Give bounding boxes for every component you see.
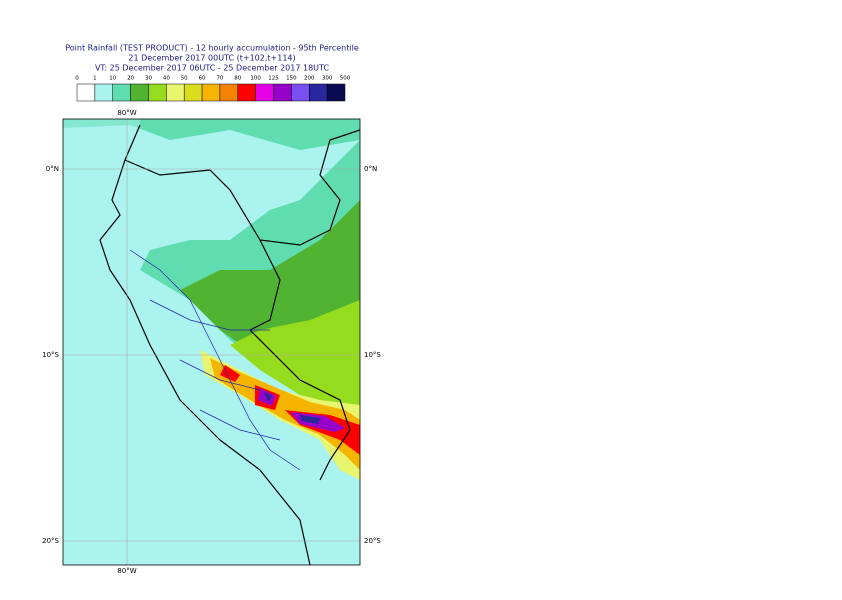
lat-label: 20°S [42,537,59,545]
colorbar-label: 60 [199,76,206,82]
subtitle: 21 December 2017 00UTC (t+102,t+114) [128,54,295,63]
rain-area [264,392,320,424]
title: Point Rainfall (TEST PRODUCT) - 12 hourl… [65,44,359,53]
colorbar-label: 1 [93,76,97,82]
colorbar-swatch [183,83,203,102]
sea [63,119,300,565]
lat-label: 10°S [42,351,59,359]
colorbar-label: 200 [304,76,315,82]
lat-label: 10°S [364,351,381,359]
colorbar-label: 50 [181,76,188,82]
lat-label: 0°N [364,165,377,173]
lon-label: 80°W [117,567,136,575]
colorbar-swatch [94,83,113,102]
colorbar-label: 70 [216,76,223,82]
colorbar-swatch [326,83,346,102]
lon-label: 80°W [117,109,136,117]
subtitle: VT: 25 December 2017 06UTC - 25 December… [95,64,329,73]
rain-area [210,358,360,470]
colorbar-swatch [166,83,185,102]
rain-area [220,365,360,455]
map [63,119,360,565]
colorbar: 0 1 10 20 30 40 50 60 70 80 100 125 150 200 300 500 [75,76,351,102]
colorbar-swatch [219,83,239,102]
lat-label: 0°N [46,165,59,173]
borders [99,124,360,565]
colorbar-label: 20 [127,76,134,82]
colorbar-swatch [291,83,310,102]
colorbar-swatch [112,83,131,102]
rain-area [258,388,345,432]
colorbar-label: 80 [234,76,241,82]
colorbar-swatch [148,83,167,102]
colorbar-swatch [273,83,292,102]
lat-label: 20°S [364,537,381,545]
colorbar-label: 125 [268,76,279,82]
colorbar-swatch [76,83,96,102]
colorbar-swatch [255,83,274,102]
regions [129,249,301,471]
colorbar-label: 150 [286,76,297,82]
colorbar-swatch [201,83,221,102]
colorbar-label: 40 [163,76,170,82]
colorbar-label: 10 [109,76,116,82]
colorbar-swatch [130,83,149,102]
colorbar-label: 100 [250,76,261,82]
map-frame [62,118,361,566]
colorbar-label: 30 [145,76,152,82]
colorbar-label: 500 [340,76,351,82]
colorbar-label: 0 [75,76,79,82]
colorbar-swatch [309,83,328,102]
graticule [63,119,360,565]
colorbar-label: 300 [322,76,333,82]
colorbar-swatch [237,83,256,102]
